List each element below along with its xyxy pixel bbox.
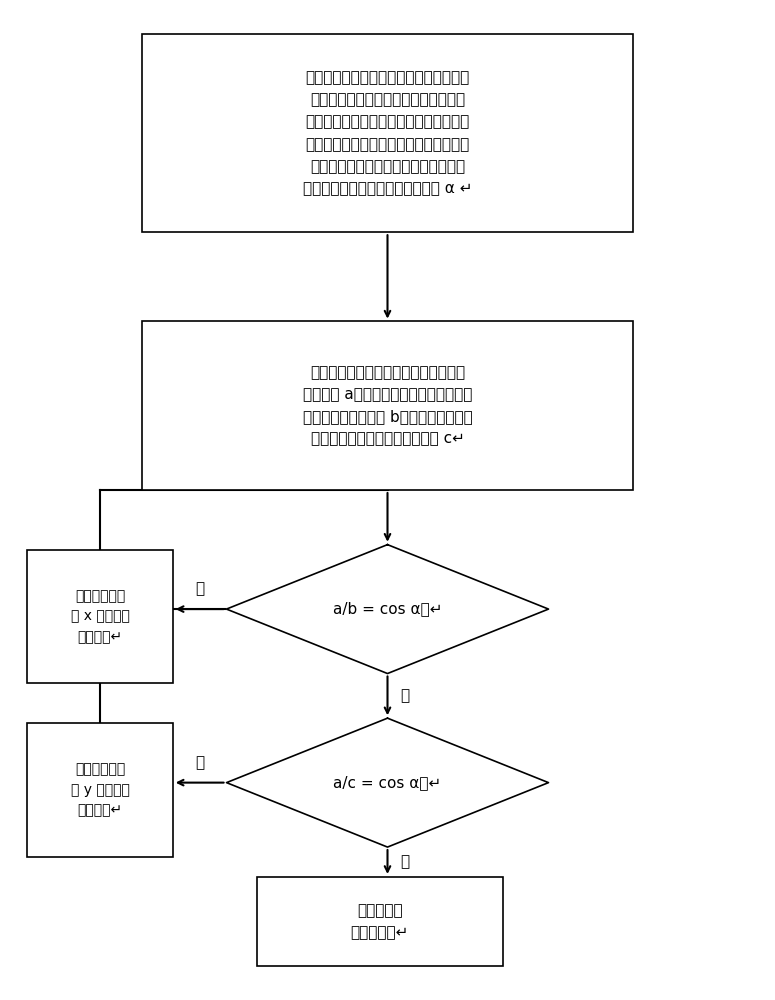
Text: 是: 是 [400,688,409,703]
FancyBboxPatch shape [257,877,502,966]
Text: 调整激光喷嘴
在 x 轴方向的
倾斜角度↵: 调整激光喷嘴 在 x 轴方向的 倾斜角度↵ [71,589,129,644]
FancyBboxPatch shape [27,723,173,857]
Text: 将第一测距传感器、第二测距传感器和第
三测距传感器均设置于激光喷嘴上的同
一位置，并使所述第一测距传感器的测距
方向与激光喷嘴的轴向平行，同时使所述
第二测距传: 将第一测距传感器、第二测距传感器和第 三测距传感器均设置于激光喷嘴上的同 一位置… [303,70,472,196]
Text: 否: 否 [195,755,205,770]
Text: a/b = cos α？↵: a/b = cos α？↵ [332,602,443,617]
Text: 否: 否 [195,581,205,596]
FancyBboxPatch shape [142,34,633,232]
Polygon shape [226,718,549,847]
Text: a/c = cos α？↵: a/c = cos α？↵ [333,775,442,790]
FancyBboxPatch shape [142,321,633,490]
FancyBboxPatch shape [27,550,173,683]
Text: 是: 是 [400,854,409,869]
Text: 调整激光喷嘴
在 y 轴方向的
倾斜角度↵: 调整激光喷嘴 在 y 轴方向的 倾斜角度↵ [71,762,129,818]
Text: 所述第一测距传感器测量自身到加工面
的距离为 a，所述第二测距传感器测量自
身到加工面的距离为 b，所述第三测距传
感器测量自身到加工面的距离为 c↵: 所述第一测距传感器测量自身到加工面 的距离为 a，所述第二测距传感器测量自 身到… [302,365,473,447]
Polygon shape [226,545,549,674]
Text: 激光喷嘴与
加工面垂直↵: 激光喷嘴与 加工面垂直↵ [350,903,409,940]
